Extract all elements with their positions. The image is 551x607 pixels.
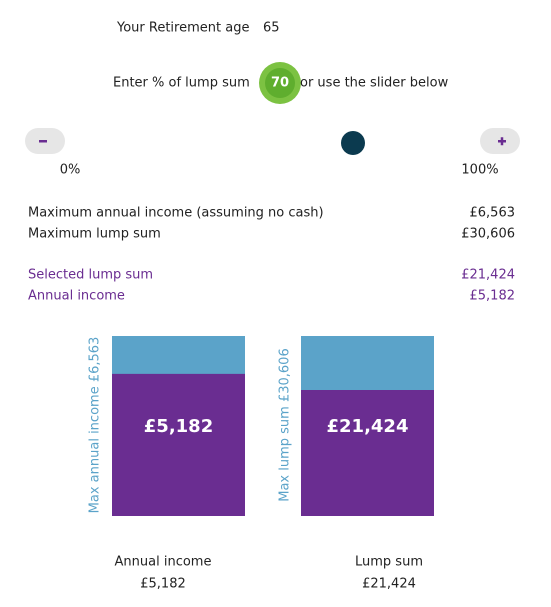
retirement-label: Your Retirement age [116, 21, 249, 36]
plus-icon [500, 137, 504, 146]
value-bar [301, 390, 434, 516]
summary-value: £21,424 [461, 268, 515, 283]
slider-min-label: 0% [60, 163, 81, 178]
summary-label: Maximum annual income (assuming no cash) [28, 206, 324, 221]
lump-sum-prompt: Enter % of lump sum [113, 76, 250, 91]
summary-label: Selected lump sum [28, 268, 153, 283]
chart-value: £21,424 [362, 577, 416, 592]
chart-caption: Lump sum [355, 555, 423, 570]
summary-value: £6,563 [470, 206, 516, 221]
value-bar [112, 373, 245, 516]
axis-label: Max lump sum £30,606 [278, 348, 293, 501]
summary-value: £30,606 [461, 227, 515, 242]
summary-label: Maximum lump sum [28, 227, 161, 242]
bar-value-label: £21,424 [327, 416, 409, 437]
chart-caption: Annual income [115, 555, 212, 570]
minus-icon [39, 140, 47, 143]
bar-value-label: £5,182 [144, 416, 213, 437]
summary-label: Annual income [28, 289, 125, 304]
retirement-age: 65 [263, 21, 280, 36]
slider-knob[interactable] [341, 131, 365, 155]
percent-input-inner [265, 68, 295, 98]
chart-value: £5,182 [140, 577, 186, 592]
percent-value[interactable]: 70 [271, 76, 289, 91]
lump-sum-hint: or use the slider below [300, 76, 449, 91]
summary-value: £5,182 [470, 289, 516, 304]
axis-label: Max annual income £6,563 [88, 337, 103, 514]
slider-max-label: 100% [461, 163, 498, 178]
